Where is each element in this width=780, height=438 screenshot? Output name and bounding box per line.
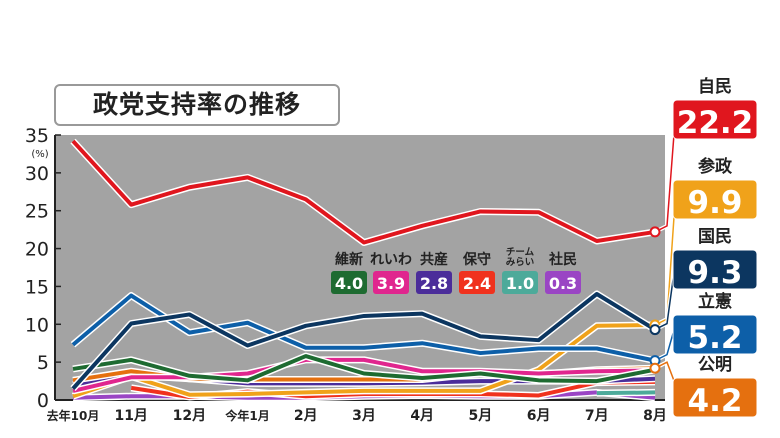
legend-value: 1.0	[506, 274, 534, 293]
legend-name: チーム	[506, 247, 535, 258]
right-label-value: 9.3	[688, 255, 743, 291]
right-label-box	[672, 377, 758, 418]
x-tick-label: 2月	[294, 408, 318, 424]
legend-value: 0.3	[549, 274, 577, 293]
y-tick-label: 15	[25, 276, 49, 298]
legend-value-box	[416, 271, 452, 294]
legend-name: 維新	[335, 251, 363, 268]
x-tick-label: 4月	[410, 408, 434, 424]
series-line-チームみらい	[596, 390, 656, 396]
x-tick-label: 5月	[469, 408, 493, 424]
series-line-自民	[71, 139, 656, 245]
y-tick-label: 0	[37, 390, 49, 412]
end-marker-国民	[649, 324, 661, 336]
legend-value: 4.0	[335, 274, 363, 293]
y-tick-label: 25	[25, 201, 49, 223]
right-label-name: 公明	[698, 355, 732, 375]
x-tick-label: 3月	[352, 408, 376, 424]
series-line-国民	[71, 292, 657, 390]
right-label-value: 5.2	[688, 320, 743, 356]
x-tick-label: 12月	[173, 408, 206, 424]
end-marker-公明	[649, 362, 661, 374]
right-label-box	[672, 99, 758, 140]
x-tick-label: 6月	[527, 408, 551, 424]
x-tick-label: 去年10月	[47, 408, 100, 423]
right-label-box	[672, 314, 758, 355]
right-label-name: 国民	[698, 227, 732, 247]
right-label-value: 9.9	[688, 185, 743, 221]
x-tick-label: 8月	[643, 408, 667, 424]
legend-name: 共産	[420, 251, 448, 268]
series-line-維新	[72, 354, 656, 384]
end-marker-自民	[649, 226, 661, 238]
plot-area	[55, 135, 665, 400]
y-tick-label: 35	[25, 125, 49, 147]
legend-value-box	[331, 271, 367, 294]
legend-value: 2.4	[463, 274, 491, 293]
legend-name: みらい	[506, 257, 535, 268]
x-tick-label: 11月	[114, 408, 147, 424]
y-tick-label: 30	[25, 163, 49, 185]
series-line-参政	[72, 323, 656, 399]
legend-value-box	[459, 271, 495, 294]
y-tick-label: 10	[25, 314, 49, 336]
legend-value: 2.8	[420, 274, 448, 293]
right-label-value: 22.2	[677, 105, 754, 141]
x-tick-label: 今年1月	[224, 408, 269, 423]
legend-name: れいわ	[370, 252, 412, 268]
y-axis-unit: (%)	[31, 149, 48, 160]
right-label-name: 立憲	[698, 291, 732, 312]
right-label-value: 4.2	[688, 383, 743, 419]
series-line-れいわ	[72, 357, 656, 393]
y-tick-label: 5	[37, 352, 49, 374]
legend-value-box	[545, 271, 581, 294]
legend-value-box	[373, 271, 409, 294]
legend-value-box	[502, 271, 538, 294]
legend-value: 3.9	[377, 274, 405, 293]
chart-title: 政党支持率の推移	[54, 84, 340, 126]
legend-name: 保守	[462, 251, 491, 268]
right-label-box	[672, 179, 758, 220]
legend-name: 社民	[548, 251, 577, 268]
right-label-box	[672, 249, 758, 290]
right-label-name: 参政	[698, 156, 733, 177]
x-tick-label: 7月	[585, 408, 609, 424]
right-label-name: 自民	[698, 76, 732, 97]
y-tick-label: 20	[25, 239, 49, 261]
